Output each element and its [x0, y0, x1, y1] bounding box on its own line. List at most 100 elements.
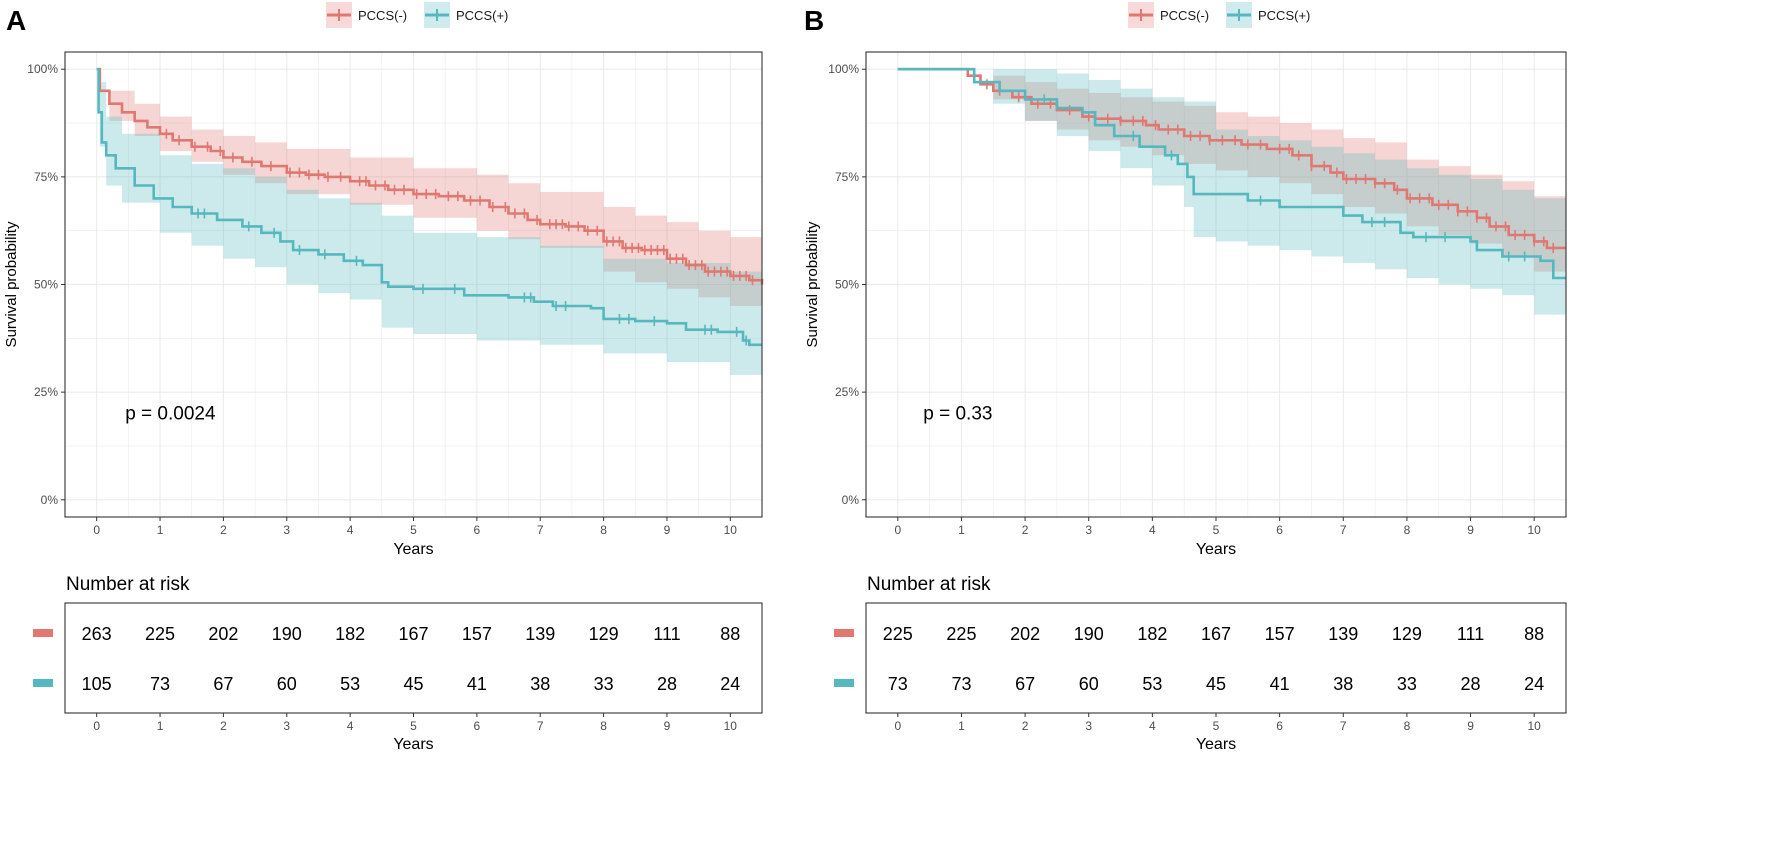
survival-curve-pccs-neg [96, 67, 764, 285]
risk-count: 111 [1457, 624, 1484, 644]
x-axis-title: Years [1196, 541, 1236, 558]
risk-count: 139 [1328, 624, 1358, 644]
risk-count: 88 [1524, 624, 1544, 644]
x-tick-label: 0 [93, 523, 100, 537]
legend-item-pccs-neg: PCCS(-) [326, 2, 407, 28]
risk-count: 105 [82, 674, 112, 694]
risk-count: 167 [398, 624, 428, 644]
risk-table-title: Number at risk [867, 574, 991, 595]
legend-label: PCCS(+) [1258, 8, 1310, 23]
risk-x-tick-label: 8 [1404, 719, 1411, 733]
risk-count: 45 [1206, 674, 1226, 694]
risk-row-key [834, 679, 854, 687]
risk-count: 33 [1397, 674, 1417, 694]
risk-count: 41 [1270, 674, 1290, 694]
x-axis: 0 1 2 3 4 5 6 7 8 9 10 Years [93, 517, 737, 558]
x-tick-label: 9 [1467, 523, 1474, 537]
risk-x-tick-label: 8 [600, 719, 607, 733]
legend-item-pccs-neg: PCCS(-) [1128, 2, 1209, 28]
risk-x-tick-label: 0 [894, 719, 901, 733]
y-tick-label: 0% [41, 493, 59, 507]
x-tick-label: 10 [1528, 523, 1542, 537]
y-axis: 0% 25% 50% 75% 100% Survival probability [3, 62, 65, 507]
legend: PCCS(-) PCCS(+) [1128, 2, 1310, 28]
risk-count: 53 [1142, 674, 1162, 694]
risk-x-tick-label: 9 [664, 719, 671, 733]
gridlines [866, 52, 1567, 517]
survival-curve-pccs-pos [96, 67, 762, 347]
risk-count: 167 [1201, 624, 1231, 644]
x-tick-label: 9 [664, 523, 671, 537]
panel-label: A [6, 5, 26, 36]
legend-label: PCCS(+) [456, 8, 508, 23]
y-tick-label: 25% [835, 385, 859, 399]
y-tick-label: 75% [835, 170, 859, 184]
risk-count: 28 [657, 674, 677, 694]
risk-count: 190 [272, 624, 302, 644]
panel-label: B [804, 5, 824, 36]
risk-count: 182 [1137, 624, 1167, 644]
risk-count: 202 [208, 624, 238, 644]
risk-x-tick-label: 2 [220, 719, 227, 733]
x-tick-label: 1 [157, 523, 164, 537]
risk-count: 157 [1265, 624, 1295, 644]
x-tick-label: 7 [1340, 523, 1347, 537]
x-tick-label: 6 [1276, 523, 1283, 537]
x-tick-label: 1 [958, 523, 965, 537]
y-tick-label: 0% [842, 493, 860, 507]
y-tick-label: 25% [34, 385, 58, 399]
risk-count: 60 [277, 674, 297, 694]
ci-band-pccs-pos [897, 69, 1566, 328]
risk-row-pccs-neg: 225 225 202 190 182 167 157 139 129 111 88 [834, 624, 1544, 644]
risk-x-tick-label: 10 [1528, 719, 1542, 733]
risk-count: 129 [1392, 624, 1422, 644]
risk-count: 67 [213, 674, 233, 694]
risk-x-tick-label: 3 [1085, 719, 1092, 733]
risk-count: 45 [403, 674, 423, 694]
x-tick-label: 2 [220, 523, 227, 537]
x-tick-label: 2 [1022, 523, 1029, 537]
x-tick-label: 4 [347, 523, 354, 537]
risk-x-tick-label: 4 [1149, 719, 1156, 733]
risk-count: 24 [720, 674, 740, 694]
risk-count: 182 [335, 624, 365, 644]
risk-x-tick-label: 6 [1276, 719, 1283, 733]
y-axis-title: Survival probability [804, 221, 821, 347]
x-tick-label: 8 [600, 523, 607, 537]
x-tick-label: 6 [474, 523, 481, 537]
x-tick-label: 3 [1085, 523, 1092, 537]
risk-count: 73 [150, 674, 170, 694]
panel-b: B PCCS(-) PCCS(+) 0% 25% 50% 75% 100% Survival p… [804, 2, 1567, 753]
censor-marks-pccs-pos [197, 208, 747, 346]
risk-x-axis-title: Years [393, 736, 433, 753]
risk-count: 139 [525, 624, 555, 644]
ci-band-pccs-neg [96, 69, 762, 311]
y-axis: 0% 25% 50% 75% 100% Survival probability [804, 62, 866, 507]
risk-count: 60 [1079, 674, 1099, 694]
risk-x-tick-label: 2 [1022, 719, 1029, 733]
risk-count: 38 [1333, 674, 1353, 694]
risk-row-pccs-pos: 105 73 67 60 53 45 41 38 33 28 24 [33, 674, 740, 694]
risk-count: 129 [589, 624, 619, 644]
risk-table-frame [865, 602, 1567, 714]
risk-x-tick-label: 9 [1467, 719, 1474, 733]
risk-count: 33 [594, 674, 614, 694]
panel-a: A PCCS(-) PCCS(+) 0% 25% 50% 75% 100% Survival p… [3, 2, 764, 753]
risk-count: 67 [1015, 674, 1035, 694]
risk-x-tick-label: 10 [724, 719, 738, 733]
risk-x-tick-label: 7 [1340, 719, 1347, 733]
y-tick-label: 50% [34, 278, 58, 292]
x-tick-label: 3 [283, 523, 290, 537]
legend: PCCS(-) PCCS(+) [326, 2, 508, 28]
survival-curve-pccs-neg [897, 67, 1566, 250]
y-axis-title: Survival probability [3, 221, 20, 347]
risk-count: 111 [653, 624, 680, 644]
x-tick-label: 5 [1213, 523, 1220, 537]
risk-x-tick-label: 1 [958, 719, 965, 733]
x-tick-label: 8 [1404, 523, 1411, 537]
legend-label: PCCS(-) [1160, 8, 1209, 23]
